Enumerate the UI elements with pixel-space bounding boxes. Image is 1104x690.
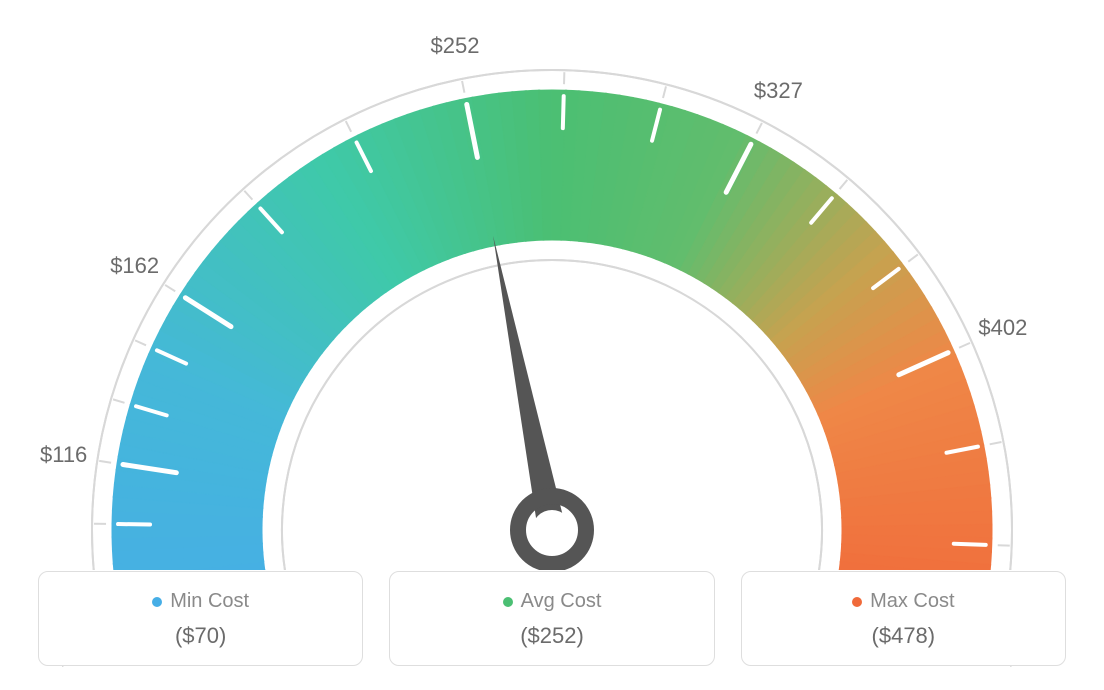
legend-value-avg: ($252) <box>400 623 703 649</box>
dot-icon <box>503 597 513 607</box>
dot-icon <box>852 597 862 607</box>
dot-icon <box>152 597 162 607</box>
gauge-tick-label: $162 <box>110 253 159 279</box>
legend-card-max: Max Cost ($478) <box>741 571 1066 666</box>
gauge-tick-label: $402 <box>978 315 1027 341</box>
legend-title-text: Avg Cost <box>521 590 602 613</box>
gauge-tick-label: $327 <box>754 78 803 104</box>
legend-title-min: Min Cost <box>152 590 249 613</box>
legend-title-avg: Avg Cost <box>503 590 602 613</box>
legend-title-max: Max Cost <box>852 590 954 613</box>
gauge-tick-label: $252 <box>431 33 480 59</box>
gauge-svg <box>32 10 1072 570</box>
legend-card-min: Min Cost ($70) <box>38 571 363 666</box>
legend-row: Min Cost ($70) Avg Cost ($252) Max Cost … <box>38 571 1066 666</box>
gauge-tick-label: $116 <box>40 442 87 468</box>
cost-gauge: $70$116$162$252$327$402$478 <box>32 10 1072 570</box>
legend-title-text: Max Cost <box>870 590 954 613</box>
legend-title-text: Min Cost <box>170 590 249 613</box>
legend-card-avg: Avg Cost ($252) <box>389 571 714 666</box>
legend-value-min: ($70) <box>49 623 352 649</box>
legend-value-max: ($478) <box>752 623 1055 649</box>
